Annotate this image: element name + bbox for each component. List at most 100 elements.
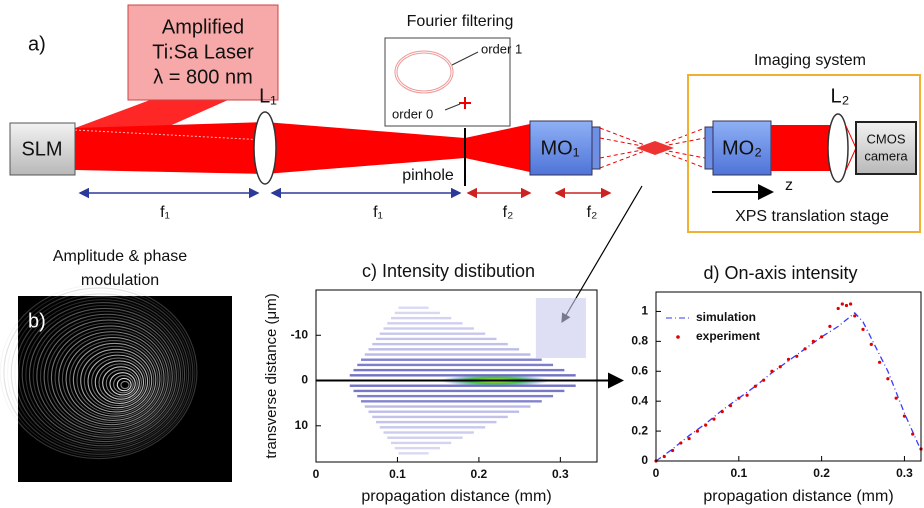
x-axis-label: propagation distance (mm) (703, 488, 893, 505)
legend-label: simulation (696, 310, 756, 324)
objective (591, 126, 601, 170)
data-point (753, 384, 757, 388)
intensity-streak (394, 311, 440, 315)
x-tick-label: 0.1 (389, 467, 406, 481)
distance-label: f₂ (587, 204, 598, 221)
fringe (120, 380, 130, 390)
fringe (94, 360, 145, 404)
objective-label: MO₁ (541, 137, 580, 159)
intensity-streak (387, 436, 463, 439)
data-point (877, 360, 882, 364)
intensity-streak (391, 441, 452, 445)
x-tick-label: 0 (313, 467, 320, 481)
data-point (820, 335, 824, 339)
modulation-pattern (0, 284, 198, 460)
intensity-streak (357, 363, 554, 367)
objective-label: MO₂ (722, 137, 762, 159)
data-point (737, 396, 741, 400)
intensity-streak (372, 415, 508, 419)
stage-label: XPS translation stage (735, 208, 889, 225)
legend-label: experiment (696, 329, 760, 343)
camera-label: CMOS (867, 131, 906, 146)
slm-box (9, 122, 76, 176)
order-label: order 1 (481, 41, 522, 56)
intensity-streak (387, 322, 463, 325)
fringe (54, 328, 167, 428)
data-point (836, 306, 840, 311)
lens (253, 111, 277, 185)
data-point (728, 404, 733, 408)
data-point (911, 432, 915, 436)
x-tick-label: 0.1 (730, 466, 747, 480)
fringe (98, 363, 142, 402)
fringe (7, 290, 194, 455)
beam (771, 125, 838, 171)
laser-text: Ti:Sa Laser (152, 41, 254, 63)
intensity-streak (357, 394, 554, 398)
fringe (91, 357, 147, 407)
intensity-streak (376, 420, 497, 424)
fringe (0, 284, 198, 460)
focus (636, 141, 674, 155)
fringe (50, 325, 169, 430)
fringe (47, 322, 171, 432)
fringe (25, 304, 184, 445)
fringe (69, 339, 159, 419)
y-tick-label: 0 (641, 453, 648, 467)
data-point (662, 454, 666, 459)
order-1-ring (395, 51, 453, 93)
fringe (39, 316, 175, 436)
x-axis-label: propagation distance (mm) (361, 488, 551, 505)
x-tick-label: 0.3 (896, 466, 913, 480)
panel-a: a) Amplified Ti:Sa Laser λ = 800 nm SLM … (9, 4, 921, 324)
distance-label: f₁ (160, 204, 170, 221)
fringe (109, 372, 136, 396)
laser-box (127, 4, 279, 101)
y-tick-label: 10 (295, 418, 309, 432)
intensity-streak (372, 342, 508, 346)
camera-box (855, 121, 917, 175)
data-point (762, 378, 766, 382)
intensity-streak (368, 410, 520, 413)
panel-label: a) (28, 33, 46, 55)
data-point (687, 436, 691, 441)
lens-label: L₂ (831, 85, 850, 107)
legend-swatch (676, 335, 680, 339)
slm-label: SLM (21, 138, 62, 160)
data-point (902, 414, 907, 418)
intensity-streak (391, 316, 452, 320)
data-point (853, 314, 857, 318)
intensity-streak (364, 405, 531, 408)
fringe (58, 331, 165, 426)
camera-label: camera (864, 148, 908, 163)
objective (712, 120, 772, 176)
beam (75, 122, 265, 174)
fringe (43, 319, 173, 434)
data-point (695, 429, 700, 433)
data-point (720, 410, 724, 414)
intensity-streak (398, 452, 429, 455)
fringe (83, 351, 151, 411)
fringe (14, 296, 190, 451)
data-point (844, 303, 849, 308)
data-point (704, 423, 708, 427)
data-point (712, 417, 716, 421)
intensity-streak (379, 332, 486, 335)
data-point (840, 302, 844, 306)
intensity-streak (368, 348, 520, 351)
fringe (113, 375, 134, 394)
objective (704, 126, 714, 170)
fringe (65, 337, 161, 421)
fringe (102, 366, 140, 400)
y-tick-label: 1 (641, 304, 648, 318)
fringe (72, 342, 157, 417)
x-tick-label: 0.2 (471, 467, 488, 481)
beam (465, 124, 530, 172)
data-point (679, 441, 683, 445)
fringe (32, 310, 179, 441)
laser-text: λ = 800 nm (153, 66, 253, 88)
intensity-streak (353, 368, 565, 372)
fringe (76, 345, 155, 415)
